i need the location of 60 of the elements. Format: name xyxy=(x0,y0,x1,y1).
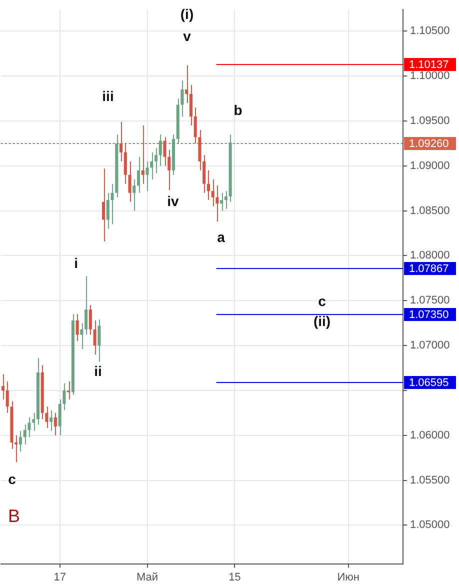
y-tick-label: 1.05000 xyxy=(410,519,450,532)
y-tick-label: 1.09000 xyxy=(410,160,450,172)
annotation: ii xyxy=(94,362,102,379)
annotation: (ii) xyxy=(313,312,331,329)
candlestick xyxy=(124,142,127,184)
ref-line-label: 1.10137 xyxy=(409,59,449,72)
candlestick xyxy=(1,374,5,400)
candlestick xyxy=(136,156,140,194)
candlestick xyxy=(141,124,144,184)
candlestick xyxy=(211,178,214,207)
candlestick xyxy=(158,134,162,166)
annotation: c xyxy=(8,470,16,487)
x-tick-label: 17 xyxy=(54,571,66,584)
annotation: b xyxy=(234,102,242,118)
candlestick xyxy=(18,430,22,452)
candlestick xyxy=(146,160,149,192)
ref-line-label: 1.07350 xyxy=(409,309,449,322)
candlestick xyxy=(150,152,154,180)
y-tick-label: 1.08500 xyxy=(410,204,450,217)
annotation: iv xyxy=(167,192,180,209)
candlestick xyxy=(163,136,166,166)
candlestick xyxy=(102,168,106,242)
ref-line-label: 1.09260 xyxy=(409,138,449,150)
candlestick xyxy=(220,192,224,212)
annotation: c xyxy=(318,292,326,309)
candlestick xyxy=(194,107,197,144)
candlestick xyxy=(6,380,9,414)
candlestick xyxy=(76,314,79,342)
candlestick xyxy=(224,190,228,210)
annotation: i xyxy=(74,254,78,271)
x-tick-label: 15 xyxy=(228,571,241,584)
candlestick xyxy=(110,183,114,225)
candlestick xyxy=(45,406,48,429)
y-tick-label: 1.10500 xyxy=(410,25,450,38)
candlestick xyxy=(88,304,92,336)
annotation: (i) xyxy=(180,6,194,22)
annotation: a xyxy=(217,228,226,245)
y-tick-label: 1.07000 xyxy=(410,340,450,352)
candlestick xyxy=(206,170,210,201)
y-tick-label: 1.07500 xyxy=(410,294,450,307)
candlestick xyxy=(50,410,53,432)
candlestick xyxy=(132,178,136,212)
y-tick-label: 1.05500 xyxy=(410,474,450,486)
ref-line-label: 1.07867 xyxy=(409,263,449,276)
candlestick xyxy=(98,318,101,362)
candlestick xyxy=(120,121,123,162)
annotation: v xyxy=(183,28,192,44)
x-tick-label: Июн xyxy=(337,571,360,584)
x-tick-label: Май xyxy=(136,571,158,584)
y-tick-label: 1.06000 xyxy=(410,429,450,442)
annotation: B xyxy=(8,506,20,526)
y-tick-label: 1.10000 xyxy=(410,70,450,82)
candlestick xyxy=(128,160,132,202)
ref-line-label: 1.06595 xyxy=(409,377,449,390)
candlestick xyxy=(54,412,57,436)
candlestick xyxy=(106,192,110,230)
y-tick-label: 1.08000 xyxy=(410,250,450,262)
annotation: iii xyxy=(102,88,114,104)
candlestick xyxy=(93,320,96,356)
y-tick-label: 1.09500 xyxy=(410,115,450,128)
